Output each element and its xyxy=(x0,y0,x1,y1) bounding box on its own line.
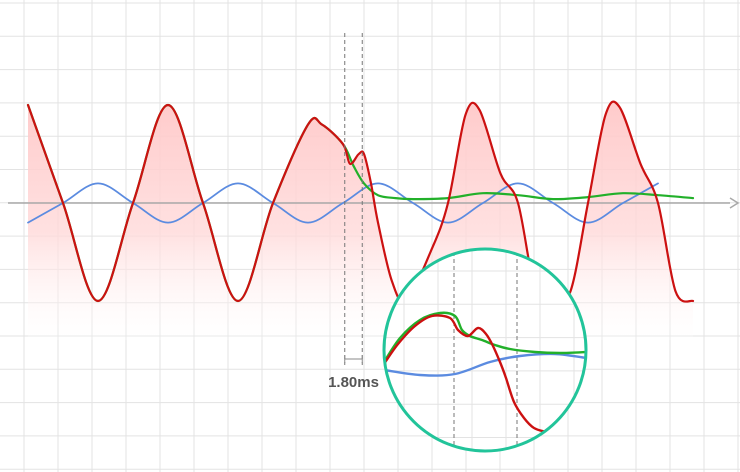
zoom-inset xyxy=(382,247,588,453)
axis-arrow-icon xyxy=(729,197,740,209)
series-line-red xyxy=(26,100,695,304)
series-layer xyxy=(26,100,695,304)
interval-label: 1.80ms xyxy=(328,374,379,391)
zoom-inset-background xyxy=(384,249,586,451)
interval-marker: 1.80ms xyxy=(328,33,379,391)
zoom-inset-border xyxy=(382,247,588,453)
inset-series-line-red xyxy=(384,314,548,434)
x-axis xyxy=(8,197,740,209)
